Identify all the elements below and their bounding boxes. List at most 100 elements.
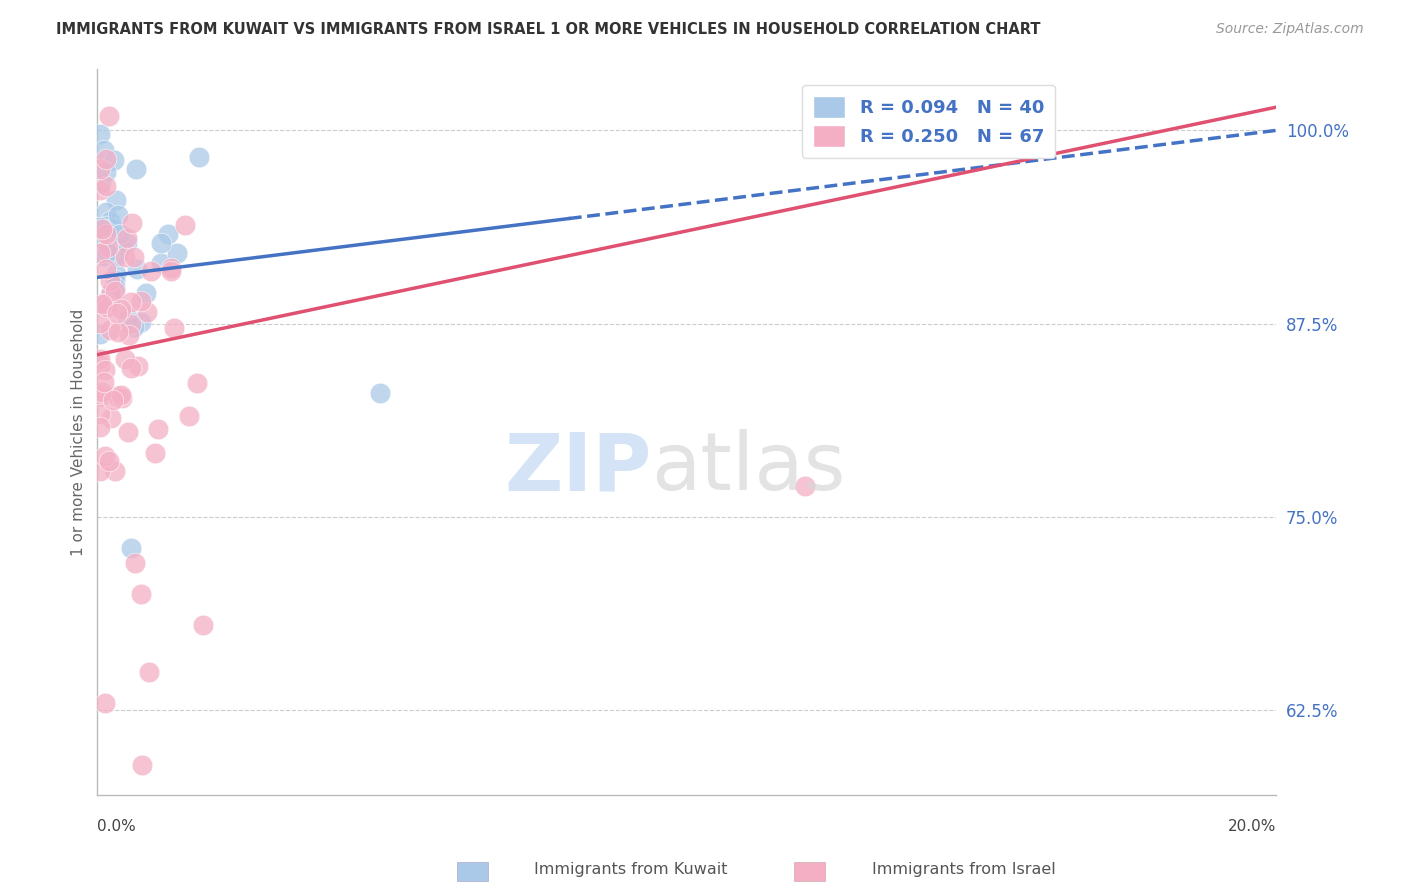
Point [125, 162, 148, 177]
Point [100, 410, 122, 425]
Point [108, 227, 131, 241]
Point [114, 250, 136, 264]
Point [97, 454, 120, 468]
Point [103, 280, 125, 294]
Point [89, 317, 111, 331]
Point [135, 304, 157, 318]
Point [101, 392, 124, 407]
Point [89, 161, 111, 176]
Point [111, 392, 134, 406]
Point [91, 297, 114, 311]
Point [131, 587, 153, 601]
Text: atlas: atlas [651, 429, 846, 508]
Point [129, 315, 152, 329]
Point [107, 247, 129, 261]
Point [186, 376, 208, 391]
Point [98, 323, 121, 337]
Text: Immigrants from Kuwait: Immigrants from Kuwait [534, 863, 728, 877]
Text: ZIP: ZIP [505, 429, 651, 508]
Point [138, 665, 160, 679]
Point [105, 249, 128, 263]
Text: 20.0%: 20.0% [1227, 819, 1277, 834]
Point [127, 262, 149, 277]
Point [89, 219, 111, 234]
Point [107, 325, 129, 339]
Point [179, 409, 201, 423]
Point [160, 264, 183, 278]
Point [157, 227, 180, 241]
Point [104, 193, 127, 207]
Point [368, 386, 391, 401]
Point [98, 245, 121, 260]
Point [94, 179, 117, 194]
Point [94, 262, 117, 277]
Point [96, 219, 118, 234]
Point [104, 464, 127, 478]
Legend: R = 0.094   N = 40, R = 0.250   N = 67: R = 0.094 N = 40, R = 0.250 N = 67 [801, 85, 1054, 158]
Point [193, 618, 215, 632]
Point [107, 208, 129, 222]
Point [104, 267, 127, 281]
Point [111, 237, 134, 252]
Point [120, 541, 142, 555]
Point [149, 235, 172, 250]
Point [127, 359, 149, 373]
Point [115, 236, 138, 251]
Point [129, 294, 152, 309]
Point [96, 244, 118, 259]
Text: 0.0%: 0.0% [97, 819, 136, 834]
Point [100, 275, 122, 289]
Point [114, 352, 136, 367]
Point [91, 222, 114, 236]
Point [89, 128, 111, 142]
Point [96, 300, 118, 314]
Point [117, 425, 139, 439]
Point [115, 231, 138, 245]
Point [131, 757, 153, 772]
Point [117, 310, 139, 325]
Point [97, 240, 120, 254]
Point [94, 165, 117, 179]
Text: IMMIGRANTS FROM KUWAIT VS IMMIGRANTS FROM ISRAEL 1 OR MORE VEHICLES IN HOUSEHOLD: IMMIGRANTS FROM KUWAIT VS IMMIGRANTS FRO… [56, 22, 1040, 37]
Point [94, 696, 117, 710]
Point [122, 250, 145, 264]
Point [94, 227, 117, 242]
Point [89, 183, 111, 197]
Text: Source: ZipAtlas.com: Source: ZipAtlas.com [1216, 22, 1364, 37]
Point [97, 109, 120, 123]
Point [163, 321, 186, 335]
Point [89, 245, 111, 260]
Point [143, 446, 166, 460]
Point [104, 273, 127, 287]
Point [174, 218, 197, 232]
Point [103, 220, 125, 235]
Point [150, 256, 173, 270]
Point [93, 143, 115, 157]
Point [89, 240, 111, 254]
Point [94, 152, 117, 166]
Point [93, 449, 115, 463]
Point [94, 295, 117, 310]
Point [166, 246, 188, 260]
Point [110, 388, 132, 402]
Point [93, 375, 115, 389]
Point [89, 420, 111, 434]
Point [104, 285, 127, 299]
Y-axis label: 1 or more Vehicles in Household: 1 or more Vehicles in Household [72, 309, 86, 556]
Point [118, 327, 141, 342]
Point [89, 387, 111, 401]
Point [121, 216, 143, 230]
Point [120, 317, 142, 331]
Point [94, 363, 117, 377]
Point [90, 384, 112, 399]
Point [89, 327, 111, 342]
Text: Immigrants from Israel: Immigrants from Israel [872, 863, 1056, 877]
Point [793, 479, 815, 493]
Point [135, 286, 157, 301]
Point [122, 320, 145, 334]
Point [120, 361, 142, 376]
Point [103, 153, 125, 167]
Point [89, 464, 111, 478]
Point [94, 205, 117, 219]
Point [89, 388, 111, 402]
